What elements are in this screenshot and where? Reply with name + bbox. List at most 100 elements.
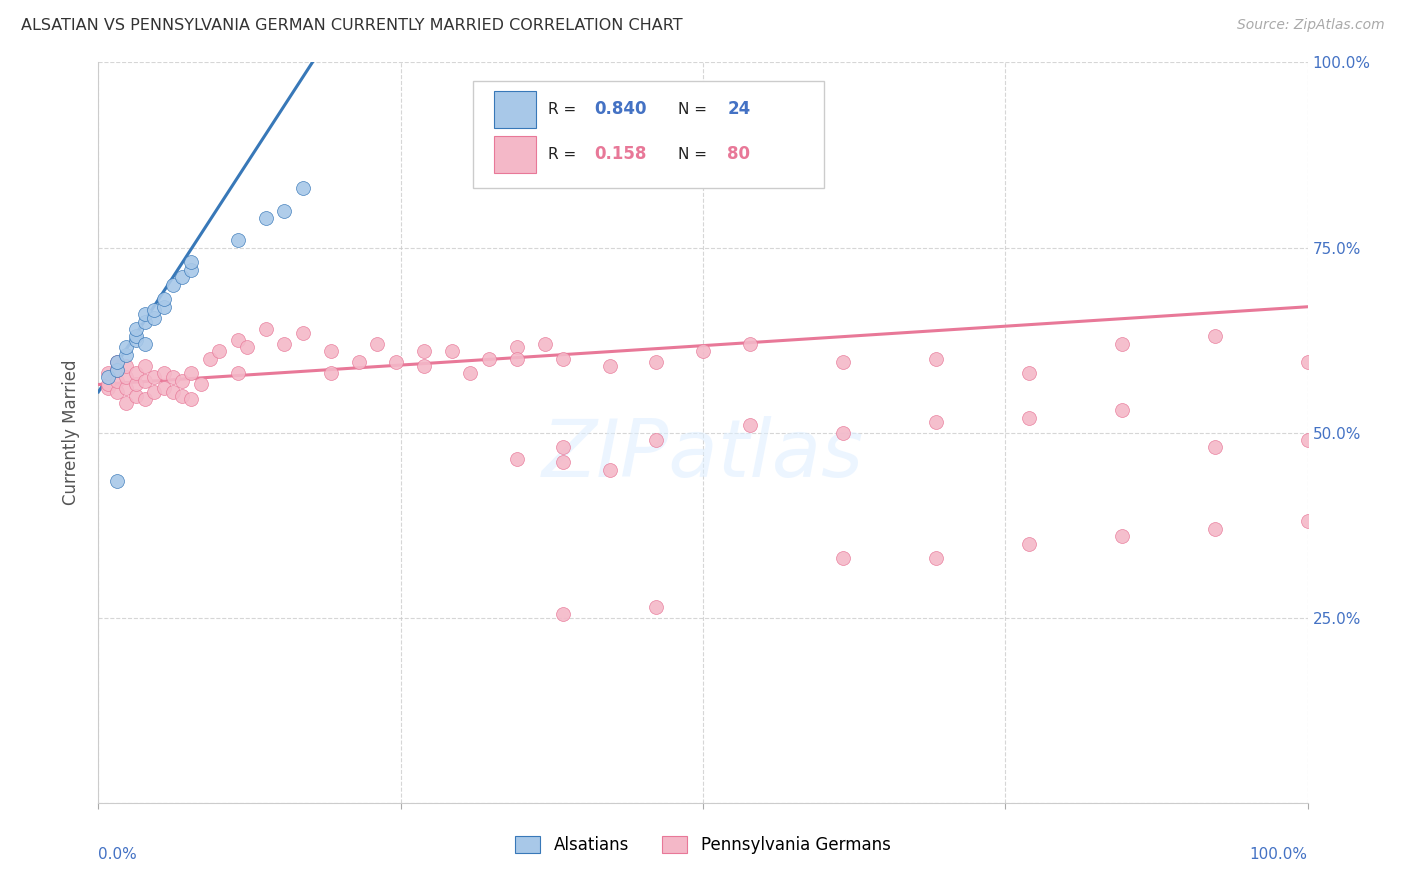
Point <box>115 370 138 384</box>
Y-axis label: Currently Married: Currently Married <box>62 359 80 506</box>
Point <box>1018 367 1040 381</box>
Point <box>124 388 146 402</box>
Point <box>599 359 621 373</box>
Text: N =: N = <box>678 102 711 117</box>
Point <box>226 333 249 347</box>
Point <box>1111 403 1133 417</box>
Point <box>292 181 315 195</box>
Point <box>124 329 146 343</box>
Point <box>97 367 120 381</box>
Text: 80: 80 <box>727 145 751 163</box>
Point <box>460 367 482 381</box>
Point <box>172 374 194 388</box>
Point <box>506 451 529 466</box>
Point <box>645 433 668 447</box>
Point <box>115 359 138 373</box>
FancyBboxPatch shape <box>494 136 536 173</box>
Point <box>1204 329 1226 343</box>
Point <box>292 326 315 340</box>
Point <box>254 322 277 336</box>
Point <box>134 336 156 351</box>
Point <box>198 351 221 366</box>
Point <box>152 367 174 381</box>
Point <box>1018 536 1040 550</box>
Point <box>190 377 212 392</box>
Point <box>180 262 202 277</box>
Point <box>440 344 463 359</box>
Point <box>1296 515 1319 529</box>
Point <box>1111 529 1133 543</box>
Point <box>124 333 146 347</box>
Point <box>162 384 184 399</box>
Text: 100.0%: 100.0% <box>1250 847 1308 863</box>
Text: ZIPatlas: ZIPatlas <box>541 416 865 494</box>
Point <box>924 551 946 566</box>
FancyBboxPatch shape <box>494 91 536 128</box>
Text: R =: R = <box>548 146 586 161</box>
Point <box>124 322 146 336</box>
Point <box>254 211 277 225</box>
Point <box>105 474 128 488</box>
Point <box>143 370 166 384</box>
Point <box>162 277 184 292</box>
Text: 0.0%: 0.0% <box>98 847 138 863</box>
Point <box>924 415 946 429</box>
Point <box>172 388 194 402</box>
Point <box>413 344 436 359</box>
Point <box>553 455 575 469</box>
Point <box>134 314 156 328</box>
Point <box>105 355 128 369</box>
Point <box>645 599 668 614</box>
Point <box>599 462 621 476</box>
Point <box>1111 336 1133 351</box>
Point <box>645 355 668 369</box>
Point <box>152 381 174 395</box>
Point <box>143 303 166 318</box>
Point <box>553 607 575 621</box>
Point <box>105 355 128 369</box>
Point <box>924 351 946 366</box>
Point <box>115 348 138 362</box>
Point <box>124 367 146 381</box>
Point <box>152 293 174 307</box>
Point <box>143 310 166 325</box>
Point <box>134 307 156 321</box>
Point <box>738 418 761 433</box>
Point <box>134 392 156 407</box>
Point <box>692 344 714 359</box>
Point <box>273 336 295 351</box>
Point <box>105 362 128 376</box>
Point <box>506 341 529 355</box>
Point <box>172 270 194 285</box>
FancyBboxPatch shape <box>474 81 824 188</box>
Point <box>134 374 156 388</box>
Point <box>152 300 174 314</box>
Point <box>1296 433 1319 447</box>
Text: Source: ZipAtlas.com: Source: ZipAtlas.com <box>1237 18 1385 32</box>
Point <box>97 370 120 384</box>
Point <box>97 377 120 392</box>
Legend: Alsatians, Pennsylvania Germans: Alsatians, Pennsylvania Germans <box>509 830 897 861</box>
Point <box>413 359 436 373</box>
Point <box>534 336 557 351</box>
Point <box>319 367 342 381</box>
Text: 0.840: 0.840 <box>595 100 647 118</box>
Point <box>506 351 529 366</box>
Text: R =: R = <box>548 102 581 117</box>
Point <box>105 384 128 399</box>
Point <box>553 441 575 455</box>
Point <box>226 233 249 247</box>
Point <box>478 351 501 366</box>
Point <box>319 344 342 359</box>
Point <box>115 396 138 410</box>
Point <box>347 355 370 369</box>
Point <box>1204 441 1226 455</box>
Point <box>143 384 166 399</box>
Point <box>1204 522 1226 536</box>
Point <box>105 362 128 376</box>
Point <box>180 392 202 407</box>
Point <box>180 255 202 269</box>
Point <box>180 367 202 381</box>
Point <box>115 341 138 355</box>
Point <box>1296 355 1319 369</box>
